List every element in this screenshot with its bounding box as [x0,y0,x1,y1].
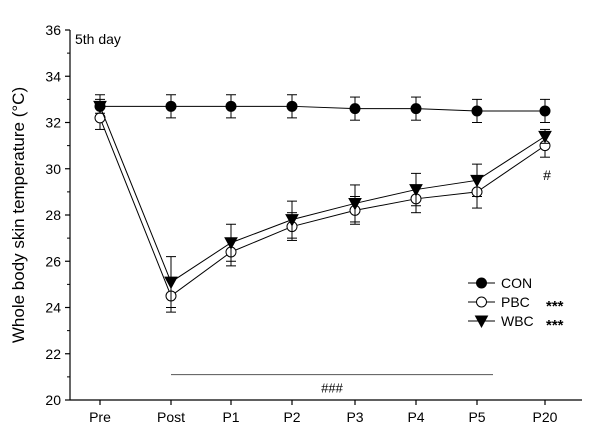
y-tick-label: 28 [45,207,61,223]
data-point-wbc [224,237,238,250]
legend-label: PBC [501,294,530,310]
data-point-wbc [285,214,299,227]
legend-label: CON [501,275,532,291]
data-point-con [539,105,551,117]
y-tick-label: 36 [45,22,61,38]
legend-marker-pbc [476,296,487,308]
y-tick-label: 26 [45,253,61,269]
data-point-wbc [538,130,552,144]
data-point-wbc [409,184,423,197]
x-tick-label: P20 [533,409,558,425]
legend-item-pbc: PBC *** [468,294,564,315]
y-tick-label: 24 [45,300,61,316]
data-point-con [410,103,422,115]
y-axis-label: Whole body skin temperature (°C) [9,87,28,343]
panel-label: 5th day [75,31,121,47]
data-point-con [286,100,298,112]
series-line-wbc [99,106,546,283]
x-tick-label: P3 [346,409,363,425]
y-tick-label: 30 [45,161,61,177]
y-tick-label: 22 [45,346,61,362]
y-tick-label: 32 [45,115,61,131]
x-tick-label: P2 [283,409,300,425]
series-line-con [100,105,545,112]
legend-item-wbc: WBC *** [468,313,564,334]
x-tick-label: Pre [89,409,111,425]
legend: CON PBC *** WBC *** [468,275,564,334]
significance-range-label: ### [321,381,343,396]
data-point-wbc [93,100,107,114]
x-tick-label: P4 [407,409,424,425]
significance-point-label: # [543,167,551,183]
series-layer [93,94,552,313]
data-point-con [471,105,483,117]
data-point-con [165,100,177,112]
legend-significance: *** [546,317,564,334]
y-tick-label: 34 [45,68,61,84]
legend-item-con: CON [468,275,532,291]
series-con [94,94,551,123]
data-point-wbc [470,174,484,188]
series-line-pbc [99,117,546,297]
legend-label: WBC [501,313,534,329]
legend-significance: *** [546,298,564,315]
data-point-wbc [164,276,178,290]
axes: 20 22 24 26 28 30 32 34 36 Pre Post P1 P2 P3 P4 P5 P20 [45,22,582,425]
data-point-wbc [348,197,362,211]
x-tick-label: Post [157,409,185,425]
x-tick-label: P1 [222,409,239,425]
y-tick-label: 20 [45,392,61,408]
x-tick-label: P5 [468,409,485,425]
data-point-con [225,100,237,112]
data-point-con [349,103,361,115]
annotations: #### [171,167,551,396]
series-wbc [93,98,552,308]
legend-marker-wbc [474,315,489,329]
legend-marker-con [476,277,487,289]
